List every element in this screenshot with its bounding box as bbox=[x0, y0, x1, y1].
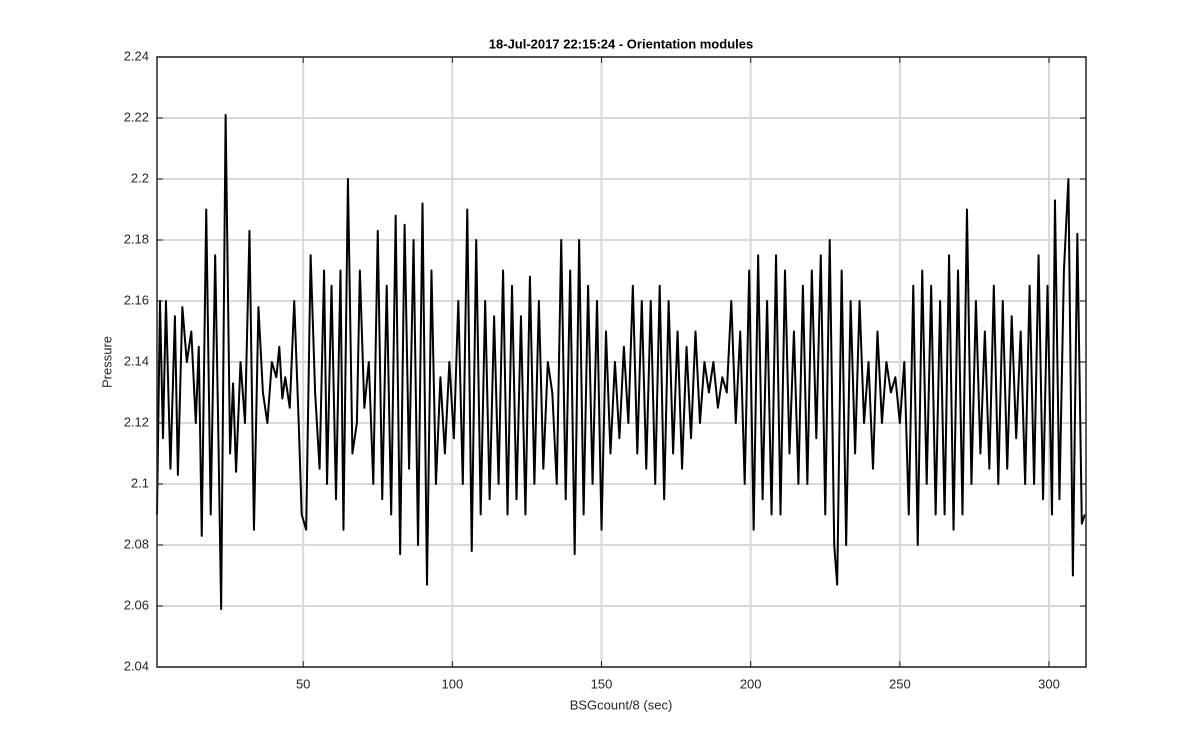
x-tick-label: 200 bbox=[740, 676, 762, 691]
x-tick-label: 300 bbox=[1038, 676, 1060, 691]
data-line bbox=[156, 113, 1086, 611]
y-tick-label: 2.06 bbox=[124, 597, 149, 612]
y-tick-label: 2.18 bbox=[124, 231, 149, 246]
x-tick-label: 100 bbox=[441, 676, 463, 691]
x-axis-label: BSGcount/8 (sec) bbox=[570, 697, 673, 712]
plot-frame bbox=[156, 56, 1087, 668]
y-tick-label: 2.14 bbox=[124, 353, 149, 368]
y-tick-label: 2.04 bbox=[124, 658, 149, 673]
y-tick-label: 2.12 bbox=[124, 414, 149, 429]
chart-title: 18-Jul-2017 22:15:24 - Orientation modul… bbox=[489, 36, 753, 51]
y-tick-label: 2.2 bbox=[131, 170, 149, 185]
x-tick-label: 250 bbox=[889, 676, 911, 691]
y-tick-label: 2.1 bbox=[131, 475, 149, 490]
y-axis-label: Pressure bbox=[99, 336, 114, 388]
y-tick-label: 2.24 bbox=[124, 48, 149, 63]
x-tick-label: 150 bbox=[591, 676, 613, 691]
y-tick-label: 2.08 bbox=[124, 536, 149, 551]
x-tick-label: 50 bbox=[296, 676, 310, 691]
y-tick-label: 2.16 bbox=[124, 292, 149, 307]
y-tick-label: 2.22 bbox=[124, 109, 149, 124]
